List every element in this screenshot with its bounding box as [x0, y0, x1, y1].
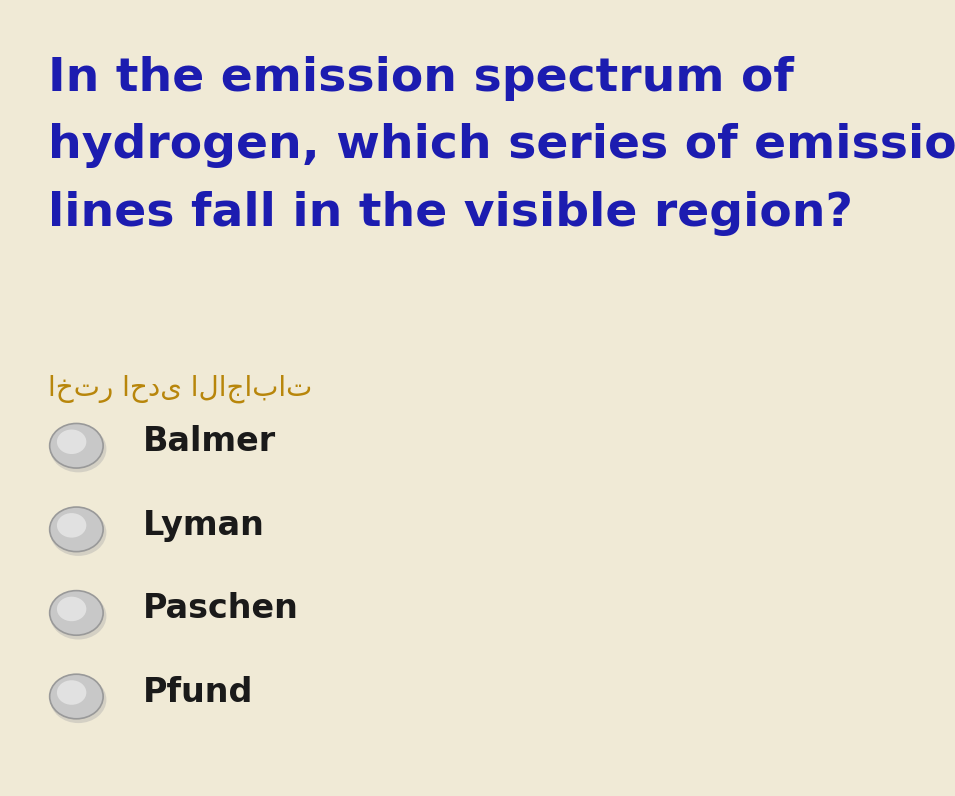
Circle shape [57, 681, 86, 704]
Circle shape [51, 509, 106, 556]
Text: Balmer: Balmer [143, 425, 276, 458]
Circle shape [51, 593, 106, 639]
Circle shape [50, 423, 103, 468]
Circle shape [57, 430, 86, 454]
Text: Pfund: Pfund [143, 676, 254, 709]
Circle shape [50, 674, 103, 719]
Text: In the emission spectrum of: In the emission spectrum of [48, 56, 794, 101]
Circle shape [50, 507, 103, 552]
Circle shape [57, 597, 86, 621]
Text: اختر احدى الاجابات: اختر احدى الاجابات [48, 374, 312, 403]
Circle shape [51, 426, 106, 472]
Text: Paschen: Paschen [143, 592, 299, 626]
Text: Lyman: Lyman [143, 509, 265, 542]
Circle shape [57, 513, 86, 537]
Text: lines fall in the visible region?: lines fall in the visible region? [48, 191, 853, 236]
Circle shape [50, 591, 103, 635]
Circle shape [51, 677, 106, 723]
Text: hydrogen, which series of emission: hydrogen, which series of emission [48, 123, 955, 169]
